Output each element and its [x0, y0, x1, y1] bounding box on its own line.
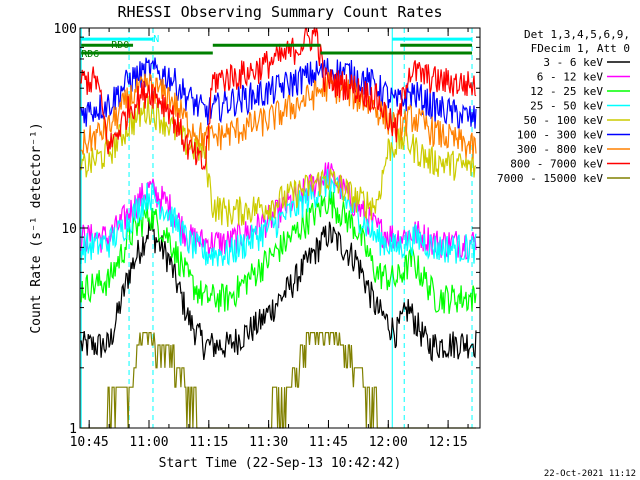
series-group — [80, 27, 477, 429]
x-tick-label-4: 11:45 — [309, 435, 348, 450]
legend-entry-0: 3 - 6 keV — [543, 56, 603, 69]
annotation-label-0: N — [153, 34, 159, 45]
x-tick-label-6: 12:15 — [429, 435, 468, 450]
footer-timestamp: 22-Oct-2021 11:12 — [544, 469, 636, 479]
axes: 1 10 100 10:45 11:00 11:15 11:30 11:45 12:00 12:1… — [54, 22, 481, 450]
chart-title: RHESSI Observing Summary Count Rates — [117, 3, 442, 21]
x-tick-label-1: 11:00 — [129, 435, 168, 450]
legend-entry-4: 50 - 100 keV — [524, 114, 604, 127]
series-line-7 — [80, 27, 477, 171]
legend-entry-5: 100 - 300 keV — [517, 129, 603, 142]
x-axis-label: Start Time (22-Sep-13 10:42:42) — [159, 456, 402, 471]
x-tick-label-3: 11:30 — [249, 435, 288, 450]
legend-entry-8: 7000 - 15000 keV — [497, 172, 603, 185]
legend-entry-3: 25 - 50 keV — [530, 100, 603, 113]
series-line-4 — [80, 95, 477, 227]
annotation-bars: N RD0 RD6 — [81, 34, 473, 60]
legend-entry-6: 300 - 800 keV — [517, 143, 603, 156]
annotation-label-2: RD6 — [81, 49, 99, 60]
y-axis-label: Count Rate (s⁻¹ detector⁻¹) — [29, 122, 44, 333]
y-tick-label-2: 100 — [54, 22, 77, 37]
legend-header-1: FDecim 1, Att 0 — [531, 42, 630, 55]
legend-header-0: Det 1,3,4,5,6,9, — [524, 28, 630, 41]
x-tick-label-2: 11:15 — [189, 435, 228, 450]
legend-entry-1: 6 - 12 keV — [537, 71, 604, 84]
y-tick-label-1: 10 — [61, 222, 77, 237]
x-tick-label-5: 12:00 — [369, 435, 408, 450]
annotation-label-1: RD0 — [111, 40, 129, 51]
x-tick-label-0: 10:45 — [70, 435, 109, 450]
series-line-0 — [80, 219, 477, 362]
series-line-5 — [80, 57, 477, 129]
legend: Det 1,3,4,5,6,9,FDecim 1, Att 03 - 6 keV… — [497, 28, 630, 185]
series-line-6 — [80, 72, 477, 159]
series-line-3 — [80, 168, 477, 267]
legend-entry-7: 800 - 7000 keV — [510, 158, 603, 171]
legend-entry-2: 12 - 25 keV — [530, 85, 603, 98]
y-tick-label-0: 1 — [69, 422, 77, 437]
